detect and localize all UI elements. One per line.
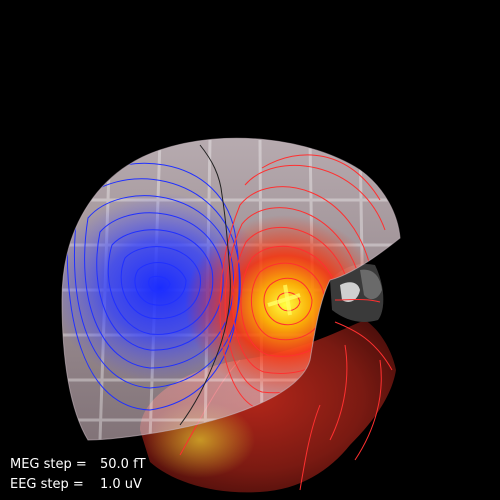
eeg-step-row: EEG step = 1.0 uV [10, 475, 146, 495]
meg-step-label: MEG step = [10, 457, 87, 472]
eeg-step-label: EEG step = [10, 477, 84, 492]
meg-step-value: 50.0 fT [100, 457, 146, 472]
meg-negative-contours [66, 162, 241, 411]
eeg-step-value: 1.0 uV [100, 477, 142, 492]
meg-step-row: MEG step = 50.0 fT [10, 455, 146, 475]
scale-overlay: MEG step = 50.0 fT EEG step = 1.0 uV [10, 455, 146, 495]
zero-contour [179, 144, 231, 426]
